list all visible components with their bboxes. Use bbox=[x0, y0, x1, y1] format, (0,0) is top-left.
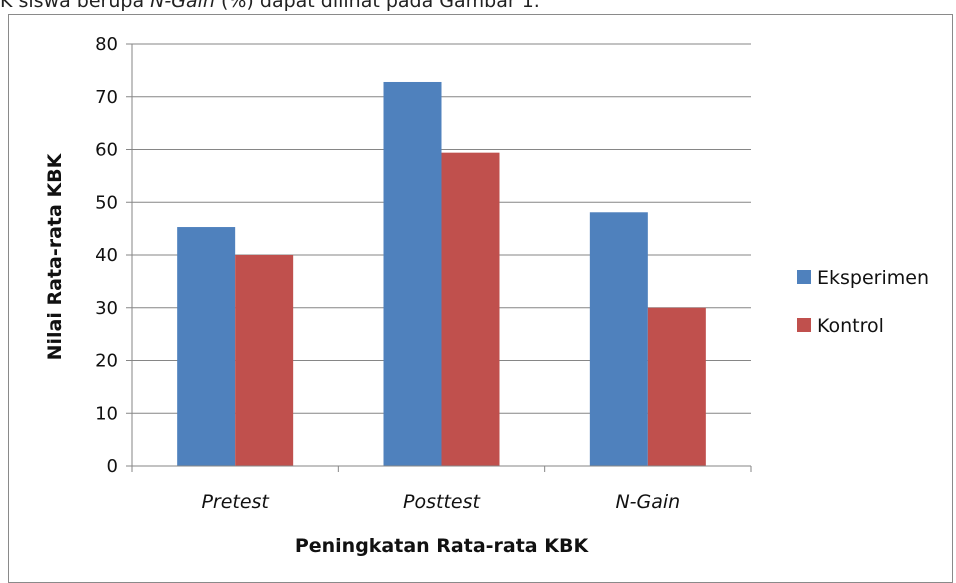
x-tick-label: Posttest bbox=[403, 491, 481, 513]
caption-prefix: K siswa berupa bbox=[0, 0, 151, 12]
bar-eksperimen-pretest bbox=[177, 227, 236, 466]
caption-text: K siswa berupa N-Gain (%) dapat dilihat … bbox=[0, 0, 540, 16]
y-axis-label: Nilai Rata-rata KBK bbox=[44, 152, 66, 360]
x-tick-labels: Pretest Posttest N-Gain bbox=[131, 466, 752, 513]
y-tick-label: 60 bbox=[95, 140, 118, 161]
legend-label-kontrol: Kontrol bbox=[817, 315, 884, 337]
bar-eksperimen-n-gain bbox=[589, 212, 648, 466]
x-tick-label: N-Gain bbox=[615, 491, 680, 513]
y-tick-label: 40 bbox=[95, 245, 118, 266]
y-tick-labels: 0 10 20 30 40 50 60 70 80 bbox=[95, 34, 132, 477]
y-tick-label: 10 bbox=[95, 403, 118, 424]
legend: Eksperimen Kontrol bbox=[797, 267, 929, 337]
y-tick-label: 30 bbox=[95, 298, 118, 319]
x-tick-label: Pretest bbox=[201, 491, 270, 513]
bars bbox=[177, 81, 706, 467]
bar-kontrol-n-gain bbox=[647, 307, 706, 466]
y-tick-label: 70 bbox=[95, 87, 118, 108]
bar-kontrol-pretest bbox=[235, 255, 294, 466]
y-tick-label: 0 bbox=[107, 456, 118, 477]
y-tick-label: 20 bbox=[95, 351, 118, 372]
y-tick-label: 80 bbox=[95, 34, 118, 55]
legend-swatch-kontrol bbox=[797, 318, 811, 332]
caption-italic: N-Gain bbox=[150, 0, 215, 12]
chart-frame: 0 10 20 30 40 50 60 70 80 Pretest Posttest N-Gain … bbox=[8, 14, 953, 583]
legend-swatch-eksperimen bbox=[797, 270, 811, 284]
y-tick-label: 50 bbox=[95, 192, 118, 213]
caption-suffix: (%) dapat dilihat pada Gambar 1. bbox=[214, 0, 540, 12]
x-axis-label: Peningkatan Rata-rata KBK bbox=[295, 535, 590, 557]
bar-eksperimen-posttest bbox=[383, 81, 442, 466]
bar-kontrol-posttest bbox=[441, 152, 500, 467]
legend-label-eksperimen: Eksperimen bbox=[817, 267, 929, 289]
